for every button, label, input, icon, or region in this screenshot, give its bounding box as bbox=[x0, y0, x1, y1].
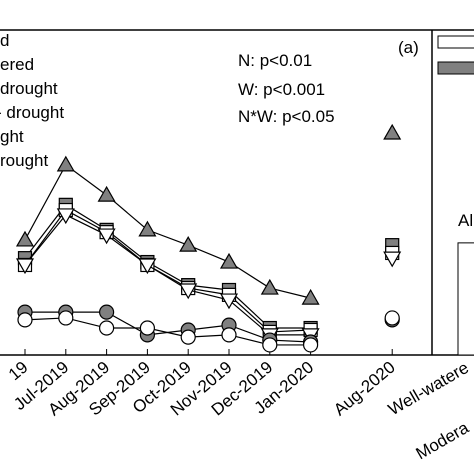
point bbox=[97, 228, 116, 245]
legend-label: drought bbox=[0, 79, 58, 98]
annotation: W: p<0.001 bbox=[238, 80, 325, 99]
point bbox=[139, 320, 155, 336]
bar bbox=[457, 242, 474, 356]
point bbox=[138, 220, 157, 237]
point bbox=[383, 251, 402, 268]
point bbox=[15, 230, 35, 247]
point bbox=[17, 312, 33, 328]
point bbox=[303, 337, 319, 353]
legend-label: d bbox=[0, 31, 9, 50]
point bbox=[138, 258, 157, 275]
point bbox=[179, 235, 198, 252]
point bbox=[383, 123, 402, 140]
point bbox=[98, 304, 115, 320]
annotation: N*W: p<0.05 bbox=[238, 107, 335, 126]
point bbox=[56, 155, 75, 172]
legend-label: ght bbox=[0, 127, 24, 146]
point bbox=[15, 258, 35, 275]
annotation: N: p<0.01 bbox=[238, 51, 312, 70]
point bbox=[384, 310, 400, 326]
legend-swatch bbox=[437, 61, 474, 75]
legend-swatch bbox=[437, 35, 474, 49]
point bbox=[56, 208, 75, 225]
panel-label: (a) bbox=[398, 38, 419, 57]
point bbox=[219, 252, 239, 269]
x-tick-label: Well-watere bbox=[385, 358, 472, 419]
point bbox=[179, 283, 198, 300]
point bbox=[301, 288, 320, 305]
point bbox=[97, 185, 116, 202]
point bbox=[98, 320, 115, 336]
point bbox=[260, 278, 279, 295]
legend-label: - drought bbox=[0, 103, 64, 122]
point bbox=[219, 293, 239, 310]
point bbox=[262, 337, 278, 353]
x-tick-label: 19 bbox=[5, 358, 32, 385]
legend-label: rought bbox=[0, 151, 48, 170]
legend-label: ered bbox=[0, 55, 34, 74]
x-tick-label: Modera bbox=[413, 418, 473, 464]
point bbox=[221, 327, 237, 343]
point bbox=[58, 310, 74, 326]
annotation: Al bbox=[458, 211, 473, 230]
point bbox=[180, 329, 196, 345]
